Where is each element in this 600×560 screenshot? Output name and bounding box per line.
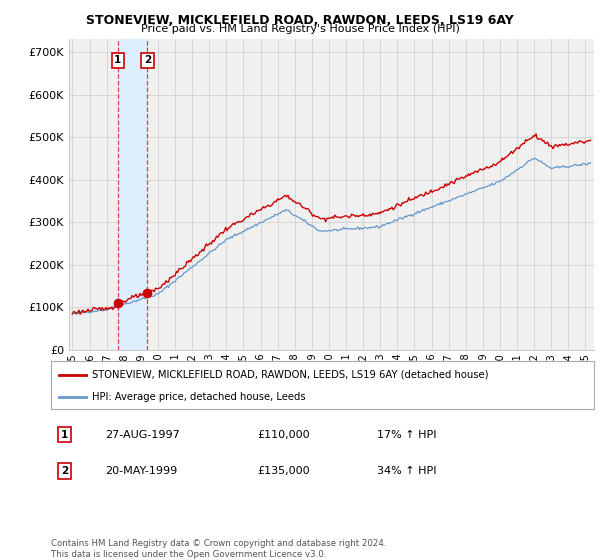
Text: 2: 2	[61, 466, 68, 476]
Text: £135,000: £135,000	[257, 466, 310, 476]
Text: STONEVIEW, MICKLEFIELD ROAD, RAWDON, LEEDS, LS19 6AY: STONEVIEW, MICKLEFIELD ROAD, RAWDON, LEE…	[86, 14, 514, 27]
Text: £110,000: £110,000	[257, 430, 310, 440]
Text: 1: 1	[114, 55, 121, 66]
Text: 20-MAY-1999: 20-MAY-1999	[106, 466, 178, 476]
Text: 17% ↑ HPI: 17% ↑ HPI	[377, 430, 436, 440]
Text: 34% ↑ HPI: 34% ↑ HPI	[377, 466, 436, 476]
Text: Contains HM Land Registry data © Crown copyright and database right 2024.
This d: Contains HM Land Registry data © Crown c…	[51, 539, 386, 559]
Text: 27-AUG-1997: 27-AUG-1997	[106, 430, 180, 440]
Text: Price paid vs. HM Land Registry's House Price Index (HPI): Price paid vs. HM Land Registry's House …	[140, 24, 460, 34]
Text: HPI: Average price, detached house, Leeds: HPI: Average price, detached house, Leed…	[92, 392, 305, 402]
Text: 1: 1	[61, 430, 68, 440]
Text: 2: 2	[143, 55, 151, 66]
Bar	[118, 39, 148, 350]
Text: STONEVIEW, MICKLEFIELD ROAD, RAWDON, LEEDS, LS19 6AY (detached house): STONEVIEW, MICKLEFIELD ROAD, RAWDON, LEE…	[92, 370, 488, 380]
